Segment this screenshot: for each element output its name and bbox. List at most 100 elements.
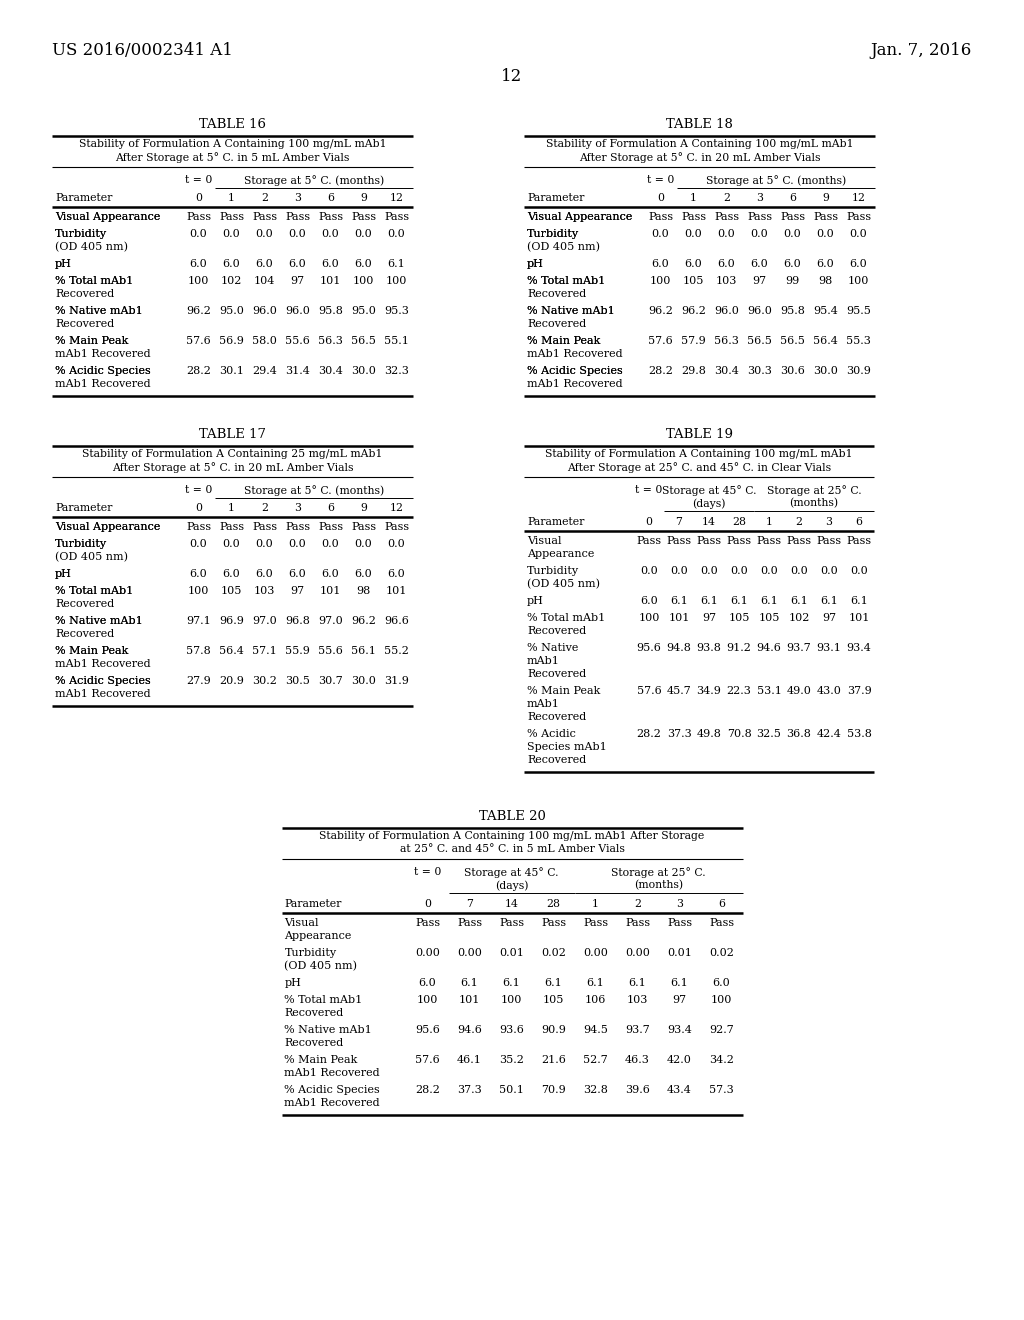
Text: Pass: Pass [583, 917, 608, 928]
Text: 6.0: 6.0 [718, 259, 735, 269]
Text: 2: 2 [261, 503, 268, 513]
Text: 101: 101 [386, 586, 408, 597]
Text: 49.8: 49.8 [696, 729, 722, 739]
Text: 92.7: 92.7 [710, 1026, 734, 1035]
Text: (OD 405 nm): (OD 405 nm) [527, 242, 600, 252]
Text: 32.8: 32.8 [583, 1085, 608, 1096]
Text: t = 0: t = 0 [414, 867, 441, 876]
Text: 95.8: 95.8 [318, 306, 343, 315]
Text: mAb1 Recovered: mAb1 Recovered [55, 379, 151, 389]
Text: 98: 98 [356, 586, 371, 597]
Text: 28.2: 28.2 [415, 1085, 440, 1096]
Text: 96.8: 96.8 [285, 616, 310, 626]
Text: 94.8: 94.8 [667, 643, 691, 653]
Text: 1: 1 [228, 193, 234, 203]
Text: 95.0: 95.0 [351, 306, 376, 315]
Text: 52.7: 52.7 [583, 1055, 608, 1065]
Text: 0.0: 0.0 [388, 228, 406, 239]
Text: Recovered: Recovered [527, 755, 587, 766]
Text: 56.4: 56.4 [813, 337, 838, 346]
Text: 49.0: 49.0 [786, 686, 811, 696]
Text: mAb1 Recovered: mAb1 Recovered [55, 659, 151, 669]
Text: Pass: Pass [726, 536, 752, 546]
Text: 6.0: 6.0 [289, 259, 306, 269]
Text: 30.0: 30.0 [813, 366, 838, 376]
Text: 6.0: 6.0 [289, 569, 306, 579]
Text: 98: 98 [818, 276, 833, 286]
Text: US 2016/0002341 A1: US 2016/0002341 A1 [52, 42, 232, 59]
Text: Turbidity: Turbidity [527, 566, 580, 576]
Text: Pass: Pass [786, 536, 812, 546]
Text: 0.0: 0.0 [322, 539, 339, 549]
Text: 6.1: 6.1 [671, 978, 688, 987]
Text: 34.9: 34.9 [696, 686, 722, 696]
Text: Stability of Formulation A Containing 100 mg/mL mAb1: Stability of Formulation A Containing 10… [545, 449, 853, 459]
Text: (days): (days) [495, 880, 528, 891]
Text: 2: 2 [634, 899, 641, 909]
Text: (days): (days) [692, 498, 726, 508]
Text: 20.9: 20.9 [219, 676, 244, 686]
Text: at 25° C. and 45° C. in 5 mL Amber Vials: at 25° C. and 45° C. in 5 mL Amber Vials [399, 843, 625, 854]
Text: Pass: Pass [252, 213, 278, 222]
Text: 0.0: 0.0 [289, 228, 306, 239]
Text: 95.3: 95.3 [384, 306, 409, 315]
Text: 91.2: 91.2 [727, 643, 752, 653]
Text: 6.0: 6.0 [651, 259, 670, 269]
Text: % Acidic Species: % Acidic Species [55, 366, 151, 376]
Text: 14: 14 [702, 517, 716, 527]
Text: 30.6: 30.6 [780, 366, 805, 376]
Text: 56.3: 56.3 [318, 337, 343, 346]
Text: Stability of Formulation A Containing 100 mg/mL mAb1 After Storage: Stability of Formulation A Containing 10… [319, 832, 705, 841]
Text: t = 0: t = 0 [647, 176, 674, 185]
Text: 104: 104 [254, 276, 275, 286]
Text: Pass: Pass [384, 521, 409, 532]
Text: 103: 103 [716, 276, 737, 286]
Text: 21.6: 21.6 [541, 1055, 566, 1065]
Text: 57.6: 57.6 [415, 1055, 440, 1065]
Text: mAb1: mAb1 [527, 700, 560, 709]
Text: pH: pH [285, 978, 301, 987]
Text: 100: 100 [187, 276, 209, 286]
Text: 0.0: 0.0 [685, 228, 702, 239]
Text: 101: 101 [459, 995, 480, 1005]
Text: After Storage at 25° C. and 45° C. in Clear Vials: After Storage at 25° C. and 45° C. in Cl… [567, 462, 831, 473]
Text: Pass: Pass [667, 917, 692, 928]
Text: % Main Peak: % Main Peak [527, 686, 600, 696]
Text: pH: pH [527, 259, 544, 269]
Text: 0.00: 0.00 [457, 948, 482, 958]
Text: 57.3: 57.3 [710, 1085, 734, 1096]
Text: Parameter: Parameter [527, 517, 585, 527]
Text: 6.0: 6.0 [419, 978, 436, 987]
Text: 101: 101 [319, 276, 341, 286]
Text: 99: 99 [785, 276, 800, 286]
Text: 37.3: 37.3 [457, 1085, 482, 1096]
Text: 0.0: 0.0 [700, 566, 718, 576]
Text: 6.1: 6.1 [545, 978, 562, 987]
Text: 0.0: 0.0 [354, 539, 373, 549]
Text: Visual Appearance: Visual Appearance [527, 213, 633, 222]
Text: Pass: Pass [384, 213, 409, 222]
Text: 6.0: 6.0 [354, 259, 373, 269]
Text: Pass: Pass [351, 213, 376, 222]
Text: % Acidic Species: % Acidic Species [55, 676, 151, 686]
Text: % Acidic Species: % Acidic Species [55, 676, 151, 686]
Text: t = 0: t = 0 [184, 176, 212, 185]
Text: 0.0: 0.0 [388, 539, 406, 549]
Text: 100: 100 [353, 276, 374, 286]
Text: 96.0: 96.0 [285, 306, 310, 315]
Text: mAb1: mAb1 [527, 656, 560, 667]
Text: Pass: Pass [457, 917, 482, 928]
Text: % Acidic Species: % Acidic Species [55, 366, 151, 376]
Text: 0: 0 [195, 503, 202, 513]
Text: 94.6: 94.6 [457, 1026, 482, 1035]
Text: 93.6: 93.6 [499, 1026, 524, 1035]
Text: 56.9: 56.9 [219, 337, 244, 346]
Text: 6.1: 6.1 [503, 978, 520, 987]
Text: 0.00: 0.00 [583, 948, 608, 958]
Text: Visual Appearance: Visual Appearance [55, 213, 161, 222]
Text: 93.4: 93.4 [847, 643, 871, 653]
Text: 7: 7 [466, 899, 473, 909]
Text: Pass: Pass [252, 521, 278, 532]
Text: 28.2: 28.2 [186, 366, 211, 376]
Text: Pass: Pass [667, 536, 691, 546]
